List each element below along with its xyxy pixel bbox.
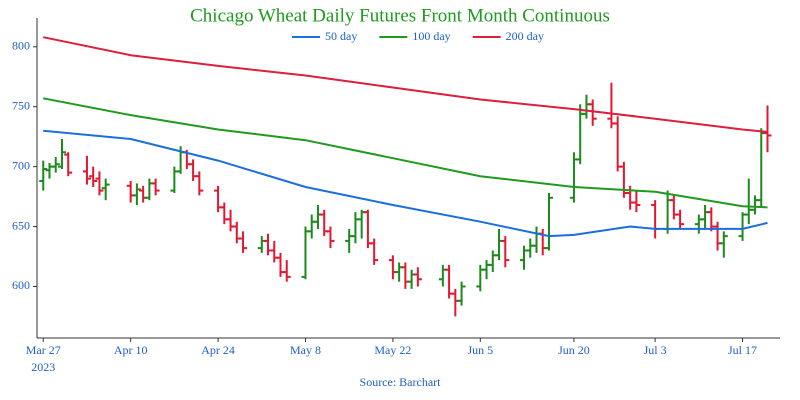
moving-average-line [42, 36, 768, 133]
x-year-label: 2023 [31, 360, 55, 374]
y-tick-label: 800 [12, 39, 30, 53]
y-tick-label: 650 [12, 218, 30, 232]
x-tick-label: Apr 10 [114, 343, 148, 357]
x-tick-label: Apr 24 [201, 343, 235, 357]
x-tick-label: Jul 3 [644, 343, 667, 357]
x-tick-label: Jul 17 [728, 343, 757, 357]
legend-label: 200 day [506, 29, 544, 43]
moving-average-line [43, 97, 768, 209]
x-tick-label: Mar 27 [26, 343, 61, 357]
legend-label: 50 day [325, 29, 357, 43]
x-tick-label: May 22 [374, 343, 411, 357]
x-tick-label: May 8 [290, 343, 321, 357]
chart-title: Chicago Wheat Daily Futures Front Month … [190, 5, 610, 26]
source-note: Source: Barchart [360, 375, 442, 389]
moving-average-line [43, 129, 768, 238]
legend-label: 100 day [412, 29, 450, 43]
y-tick-label: 600 [12, 278, 30, 292]
y-tick-label: 750 [12, 98, 30, 112]
y-tick-label: 700 [12, 158, 30, 172]
x-tick-label: Jun 5 [467, 343, 493, 357]
x-tick-label: Jun 20 [558, 343, 590, 357]
